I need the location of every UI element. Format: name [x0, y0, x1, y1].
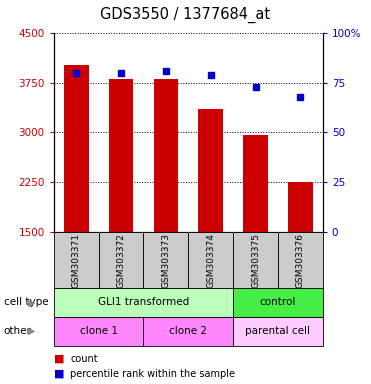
Text: control: control [260, 297, 296, 308]
Text: GSM303375: GSM303375 [251, 233, 260, 288]
Text: GSM303371: GSM303371 [72, 233, 81, 288]
Text: clone 1: clone 1 [80, 326, 118, 336]
Text: GDS3550 / 1377684_at: GDS3550 / 1377684_at [101, 7, 270, 23]
Text: cell type: cell type [4, 297, 48, 308]
Bar [288, 182, 313, 232]
Text: GSM303376: GSM303376 [296, 233, 305, 288]
Text: parental cell: parental cell [246, 326, 311, 336]
Text: count: count [70, 354, 98, 364]
Text: ▶: ▶ [28, 326, 35, 336]
Bar [109, 79, 133, 232]
Text: GLI1 transformed: GLI1 transformed [98, 297, 189, 308]
Bar [154, 79, 178, 232]
Text: percentile rank within the sample: percentile rank within the sample [70, 369, 236, 379]
Text: ■: ■ [54, 369, 64, 379]
Text: clone 2: clone 2 [169, 326, 207, 336]
Text: ▶: ▶ [28, 297, 35, 308]
Text: ■: ■ [54, 354, 64, 364]
Text: GSM303372: GSM303372 [116, 233, 125, 288]
Text: GSM303373: GSM303373 [161, 233, 170, 288]
Text: other: other [4, 326, 32, 336]
Bar [64, 65, 89, 232]
Bar [198, 109, 223, 232]
Bar [243, 135, 268, 232]
Text: GSM303374: GSM303374 [206, 233, 215, 288]
